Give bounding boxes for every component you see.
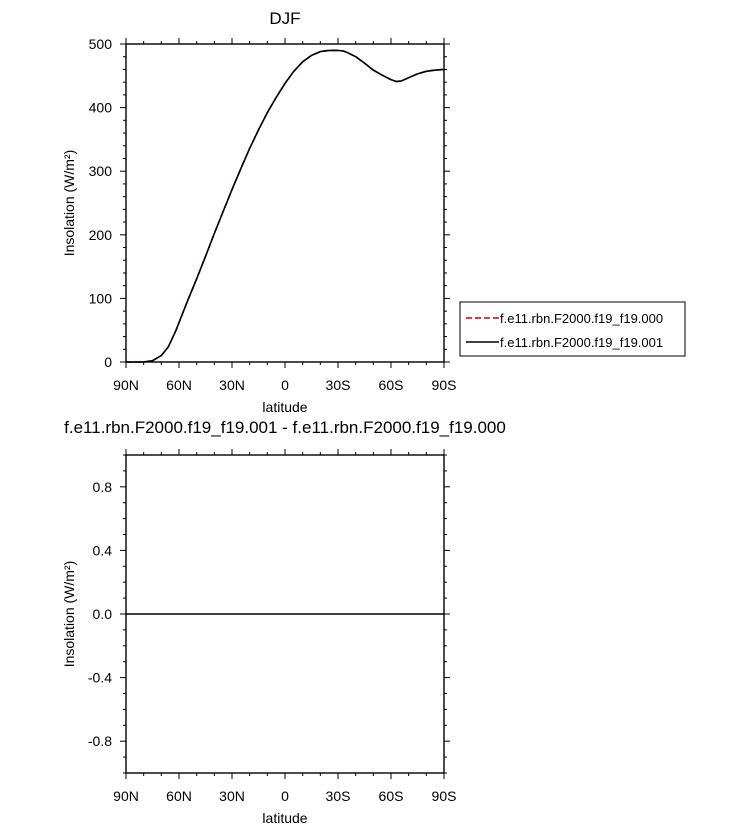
y-tick-label: 200 bbox=[89, 227, 113, 243]
x-tick-label: 30N bbox=[219, 377, 245, 393]
plot-frame bbox=[125, 43, 445, 363]
y-axis-label: Insolation (W/m²) bbox=[61, 150, 77, 257]
y-tick-label: 100 bbox=[89, 290, 113, 306]
series-line-2 bbox=[126, 49, 445, 363]
x-tick-label: 0 bbox=[281, 788, 289, 804]
chart-panel-2: f.e11.rbn.F2000.f19_f19.001 - f.e11.rbn.… bbox=[61, 418, 506, 826]
y-tick-label: -0.8 bbox=[88, 733, 112, 749]
y-tick-label: 400 bbox=[89, 100, 113, 116]
chart-title: DJF bbox=[269, 9, 300, 28]
legend-box bbox=[459, 301, 686, 357]
y-tick-label: 300 bbox=[89, 163, 113, 179]
x-tick-label: 90S bbox=[432, 377, 457, 393]
y-axis-label: Insolation (W/m²) bbox=[61, 561, 77, 668]
x-tick-label: 90S bbox=[432, 788, 457, 804]
y-tick-label: 500 bbox=[89, 36, 113, 52]
x-tick-label: 60S bbox=[379, 788, 404, 804]
legend: f.e11.rbn.F2000.f19_f19.000 f.e11.rbn.F20… bbox=[459, 301, 686, 357]
x-tick-label: 90N bbox=[113, 788, 139, 804]
chart-panel-1: DJF 90N 60N 30N 0 30S 60S 90S 0 100 200 300 400 500 la… bbox=[61, 9, 686, 415]
y-tick-label: 0 bbox=[104, 354, 112, 370]
y-tick-label: 0.8 bbox=[93, 479, 113, 495]
chart-title: f.e11.rbn.F2000.f19_f19.001 - f.e11.rbn.… bbox=[64, 418, 506, 437]
x-tick-label: 0 bbox=[281, 377, 289, 393]
x-tick-label: 30N bbox=[219, 788, 245, 804]
x-tick-label: 30S bbox=[326, 377, 351, 393]
x-tick-label: 60N bbox=[166, 788, 192, 804]
y-tick-label: 0.0 bbox=[93, 606, 113, 622]
x-tick-label: 60S bbox=[379, 377, 404, 393]
x-axis-label: latitude bbox=[262, 399, 307, 415]
y-tick-label: -0.4 bbox=[88, 670, 112, 686]
legend-label-1: f.e11.rbn.F2000.f19_f19.000 bbox=[500, 311, 663, 326]
series-line-1 bbox=[126, 49, 445, 363]
x-tick-label: 60N bbox=[166, 377, 192, 393]
y-tick-label: 0.4 bbox=[93, 542, 113, 558]
x-axis-label: latitude bbox=[262, 810, 307, 826]
x-tick-label: 90N bbox=[113, 377, 139, 393]
legend-label-2: f.e11.rbn.F2000.f19_f19.001 bbox=[500, 335, 663, 350]
x-tick-label: 30S bbox=[326, 788, 351, 804]
